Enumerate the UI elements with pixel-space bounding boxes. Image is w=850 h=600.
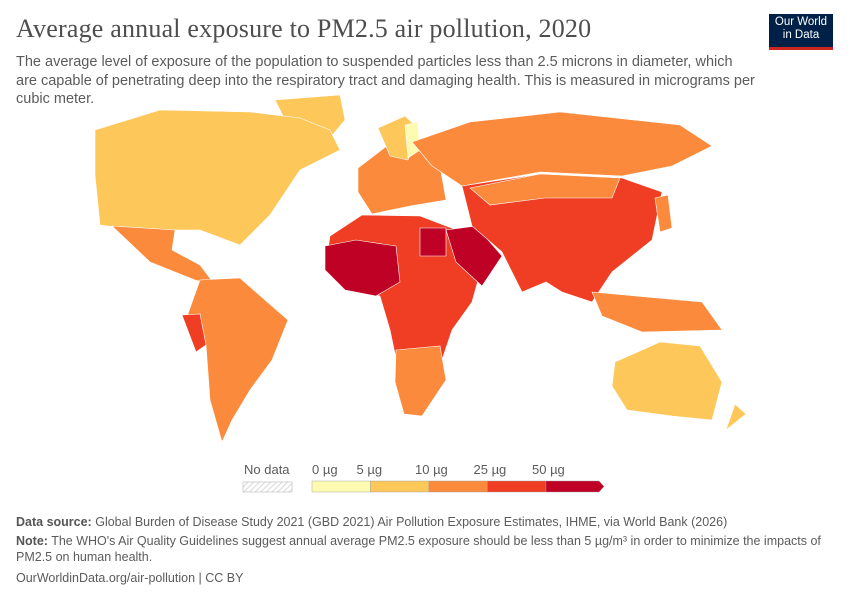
region-west-africa[interactable] (324, 239, 401, 297)
legend-label-3: 25 µg (473, 462, 507, 477)
legend-swatch-4[interactable] (545, 480, 605, 493)
region-japan[interactable] (654, 194, 673, 233)
legend-label-4: 50 µg (532, 462, 565, 477)
legend-swatch-2[interactable] (428, 480, 488, 493)
region-peru[interactable] (181, 313, 207, 353)
region-southern-africa[interactable] (394, 345, 447, 417)
region-new-zealand[interactable] (725, 403, 747, 431)
source-label: Data source: (16, 515, 92, 529)
legend-swatch-0[interactable] (311, 480, 371, 493)
legend-label-0: 0 µg (312, 462, 338, 477)
region-north-america[interactable] (94, 109, 341, 246)
region-south-america[interactable] (184, 277, 289, 443)
source-text: Global Burden of Disease Study 2021 (GBD… (95, 515, 728, 529)
note: Note: The WHO's Air Quality Guidelines s… (16, 533, 831, 565)
legend-label-1: 5 µg (356, 462, 383, 477)
region-southeast-asian-islands[interactable] (591, 291, 723, 333)
legend-no-data-label: No data (244, 462, 290, 477)
region-central-asia-mongolia[interactable] (469, 173, 621, 206)
source-url-link[interactable]: OurWorldinData.org/air-pollution | CC BY (16, 571, 244, 585)
legend-no-data-swatch (242, 481, 293, 493)
note-text: The WHO's Air Quality Guidelines suggest… (16, 534, 821, 564)
region-russia[interactable] (411, 111, 713, 187)
owid-logo[interactable]: Our World in Data (769, 14, 833, 50)
legend-label-2: 10 µg (415, 462, 448, 477)
region-south-east-asia[interactable] (461, 173, 663, 303)
legend-swatch-3[interactable] (487, 480, 547, 493)
world-map (94, 95, 747, 443)
region-egypt[interactable] (419, 227, 447, 257)
region-mexico-central-america[interactable] (111, 225, 216, 286)
legend-bar (242, 480, 605, 493)
note-label: Note: (16, 534, 48, 548)
chart-title: Average annual exposure to PM2.5 air pol… (16, 14, 592, 43)
legend-swatch-1[interactable] (370, 480, 430, 493)
region-australia[interactable] (611, 341, 723, 421)
region-arabian-peninsula[interactable] (445, 225, 503, 287)
data-source: Data source: Global Burden of Disease St… (16, 514, 727, 530)
chart-subtitle: The average level of exposure of the pop… (16, 54, 755, 107)
